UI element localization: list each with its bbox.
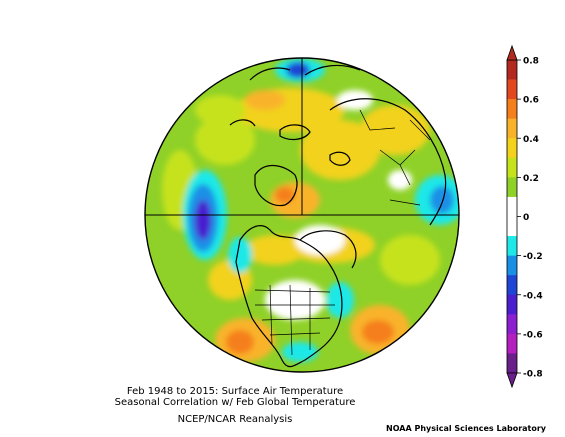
colorbar-segment <box>507 138 517 159</box>
colorbar-tick-label: -0.4 <box>523 291 543 301</box>
caption-subtitle: Seasonal Correlation w/ Feb Global Tempe… <box>114 397 356 408</box>
colorbar-tick-label: 0.4 <box>523 135 539 145</box>
colorbar-tick-label: 0 <box>523 213 529 223</box>
colorbar-segment <box>507 236 517 256</box>
colorbar-tick-label: 0.6 <box>523 96 539 106</box>
polar-disc <box>145 58 459 372</box>
colorbar-segment <box>507 177 517 198</box>
caption-source: NCEP/NCAR Reanalysis <box>177 414 293 425</box>
colorbar-tick-label: 0.2 <box>523 174 539 184</box>
colorbar-ticks: 0.8 0.6 0.4 0.2 0 -0.2 -0.4 -0.6 -0.8 <box>517 57 543 380</box>
colorbar-segment <box>507 275 517 296</box>
colorbar-segment <box>507 118 517 139</box>
colorbar-segment <box>507 255 517 276</box>
colorbar-segment <box>507 314 517 335</box>
colorbar-segment <box>507 79 517 100</box>
colorbar-segment <box>507 60 517 80</box>
colorbar-bottom-arrow <box>506 372 518 389</box>
colorbar-segment <box>507 196 517 217</box>
colorbar-segment <box>507 333 517 354</box>
colorbar-tick-label: -0.8 <box>523 370 543 380</box>
colorbar-segment <box>507 353 517 374</box>
caption-title: Feb 1948 to 2015: Surface Air Temperatur… <box>126 386 344 397</box>
colorbar-segment <box>507 294 517 315</box>
colorbar-tick-label: -0.2 <box>523 252 543 262</box>
colorbar-tick-label: -0.6 <box>523 330 543 340</box>
globe-border <box>144 57 460 373</box>
colorbar-segment <box>507 216 517 237</box>
credit-label: NOAA Physical Sciences Laboratory <box>386 424 547 433</box>
colorbar <box>506 44 518 389</box>
colorbar-tick-label: 0.8 <box>523 57 539 67</box>
colorbar-segment <box>507 99 517 119</box>
colorbar-segment <box>507 157 517 178</box>
colorbar-top-arrow <box>506 44 518 61</box>
